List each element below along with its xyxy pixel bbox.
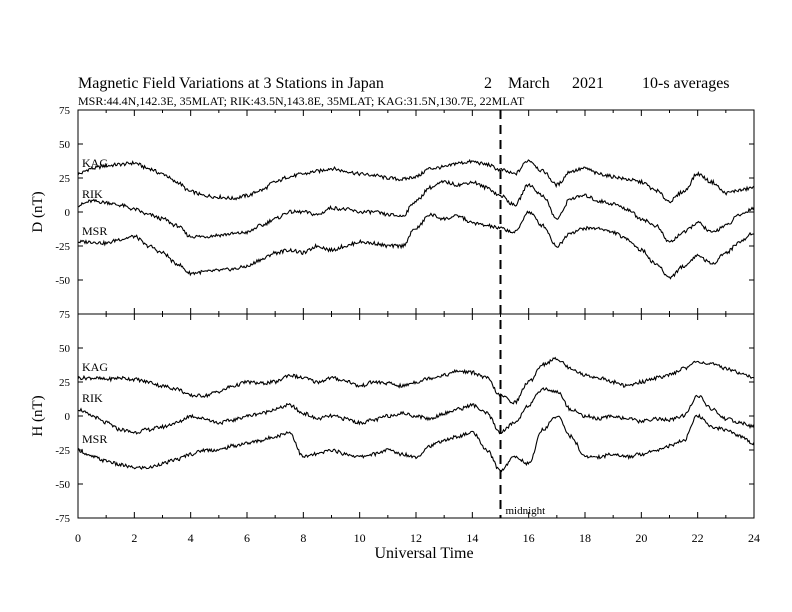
y-tick-label: 75 [59, 309, 71, 321]
chart-date-month: March [508, 75, 550, 92]
y-tick-label: -50 [55, 275, 70, 287]
panel-h: 75 50 25 0 -25 -50 -75 H (nT) KAG RIK MSR [30, 309, 755, 525]
panel-frame [77, 313, 755, 519]
midnight-label: midnight [506, 505, 546, 517]
series-line-rik [77, 179, 755, 243]
y-tick-label: 0 [65, 411, 71, 423]
chart-panels: 75 50 25 0 -25 -50 D (nT) KAG RIK MSR 75 50 25 0 -25 -5… [30, 105, 755, 525]
panel-frame [77, 109, 755, 315]
y-tick-label: 50 [59, 139, 71, 151]
chart-averaging: 10-s averages [642, 75, 730, 92]
y-tick-label: -25 [55, 241, 70, 253]
x-tick-label: 24 [748, 531, 760, 545]
series-label-msr: MSR [82, 224, 107, 238]
series-line-kag [77, 158, 755, 204]
x-axis-ticks: 0 2 4 6 8 10 12 14 16 18 20 22 24 [75, 531, 760, 545]
x-tick-label: 4 [188, 531, 194, 545]
series-label-rik: RIK [82, 187, 103, 201]
x-tick-label: 0 [75, 531, 81, 545]
y-tick-label: -50 [55, 479, 70, 491]
y-tick-label: 50 [59, 343, 71, 355]
chart-subtitle: MSR:44.4N,142.3E, 35MLAT; RIK:43.5N,143.… [78, 94, 525, 108]
y-tick-label: -75 [55, 513, 70, 525]
x-tick-label: 22 [692, 531, 704, 545]
y-axis-label: D (nT) [30, 191, 46, 232]
panel-d: 75 50 25 0 -25 -50 D (nT) KAG RIK MSR [30, 105, 755, 315]
x-tick-label: 2 [131, 531, 137, 545]
series-line-msr [77, 210, 755, 280]
series-label-msr: MSR [82, 432, 107, 446]
x-tick-label: 14 [466, 531, 478, 545]
x-axis-label: Universal Time [374, 545, 473, 562]
y-tick-label: 0 [65, 207, 71, 219]
y-tick-label: 75 [59, 105, 71, 117]
x-tick-label: 12 [410, 531, 422, 545]
series-line-kag [77, 356, 755, 405]
y-tick-label: -25 [55, 445, 70, 457]
series-line-rik [77, 387, 755, 435]
x-tick-label: 8 [300, 531, 306, 545]
x-tick-label: 10 [354, 531, 366, 545]
series-line-msr [77, 413, 755, 473]
x-tick-label: 16 [523, 531, 535, 545]
chart-date-year: 2021 [572, 75, 604, 92]
y-tick-label: 25 [59, 173, 71, 185]
chart-date-day: 2 [484, 75, 492, 92]
chart-title: Magnetic Field Variations at 3 Stations … [78, 75, 384, 92]
series-label-kag: KAG [82, 156, 108, 170]
x-tick-label: 18 [579, 531, 591, 545]
series-label-kag: KAG [82, 360, 108, 374]
y-tick-label: 25 [59, 377, 71, 389]
x-tick-label: 20 [635, 531, 647, 545]
x-tick-label: 6 [244, 531, 250, 545]
series-label-rik: RIK [82, 391, 103, 405]
y-axis-label: H (nT) [30, 395, 46, 436]
